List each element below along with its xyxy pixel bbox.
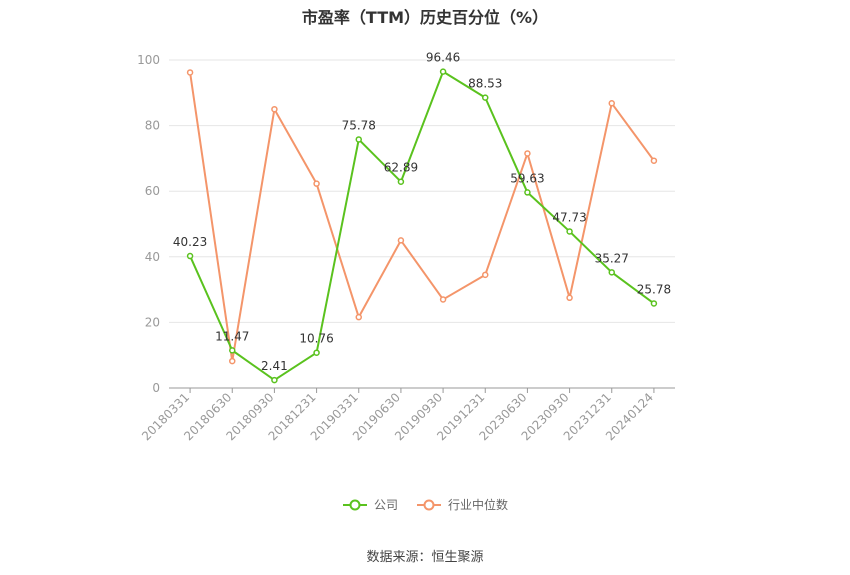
data-point [397,237,405,244]
data-label: 2.41 [261,359,288,373]
data-point [439,68,447,75]
data-label: 47.73 [552,210,586,224]
data-label: 40.23 [173,235,207,249]
legend-label: 公司 [373,498,398,512]
series-line-company [189,70,655,382]
data-point [229,357,236,365]
data-point [186,252,194,260]
data-point [355,136,362,143]
data-label: 10.76 [299,332,333,346]
data-point [229,347,236,354]
series-line-industry [189,72,655,363]
y-tick-label: 100 [137,53,160,67]
data-point [355,313,362,321]
legend-swatch-icon [342,499,367,510]
data-point [608,100,615,107]
data-label: 75.78 [342,118,376,132]
legend: 公司 行业中位数 [0,496,850,513]
data-point [271,105,278,113]
data-point [482,271,489,279]
data-point [313,349,320,356]
data-point [439,296,447,303]
legend-item[interactable]: 行业中位数 [416,496,508,513]
y-tick-label: 40 [145,250,160,264]
data-label: 25.78 [637,282,671,296]
data-point [186,69,194,76]
data-label: 96.46 [426,51,460,65]
source-note: 数据来源：恒生聚源 [366,550,484,565]
data-point [608,269,615,276]
data-label: 88.53 [468,77,502,91]
data-point [271,376,278,384]
chart-title: 市盈率（TTM）历史百分位（%） [301,8,549,27]
data-point [566,228,573,235]
legend-label: 行业中位数 [448,498,509,512]
y-tick-label: 80 [145,119,160,133]
data-point [650,157,658,164]
data-point [524,150,531,157]
data-point [482,94,489,101]
data-point [566,294,573,302]
legend-swatch-icon [417,499,441,510]
legend-item[interactable]: 公司 [342,496,398,513]
data-label: 35.27 [595,251,629,265]
y-tick-label: 60 [145,184,160,198]
data-point [524,189,531,196]
data-point [397,178,405,185]
data-label: 62.89 [384,161,418,175]
data-point [650,300,658,307]
y-tick-label: 0 [152,381,160,395]
data-label: 59.63 [510,171,544,185]
data-label: 11.47 [215,329,249,343]
data-point [313,180,320,187]
y-tick-label: 20 [145,315,160,329]
